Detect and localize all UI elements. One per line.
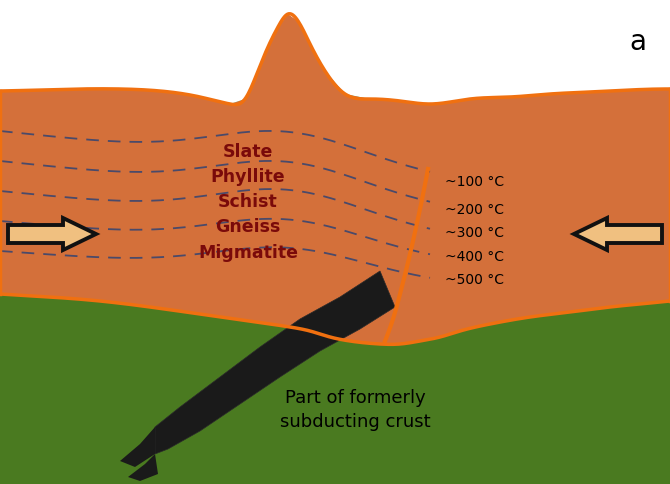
Polygon shape	[128, 454, 158, 481]
Text: ~300 °C: ~300 °C	[445, 226, 504, 240]
Text: ~100 °C: ~100 °C	[445, 175, 504, 189]
Text: ~200 °C: ~200 °C	[445, 203, 504, 216]
Polygon shape	[0, 15, 670, 344]
Text: Migmatite: Migmatite	[198, 243, 298, 261]
Polygon shape	[120, 427, 155, 467]
Text: ~400 °C: ~400 °C	[445, 249, 504, 263]
Polygon shape	[8, 219, 96, 251]
Text: subducting crust: subducting crust	[279, 412, 430, 430]
Text: Part of formerly: Part of formerly	[285, 388, 425, 406]
Text: Gneiss: Gneiss	[215, 217, 281, 236]
Text: Phyllite: Phyllite	[210, 167, 285, 186]
Polygon shape	[574, 219, 662, 251]
Text: a: a	[630, 28, 647, 56]
Text: Schist: Schist	[218, 193, 278, 211]
Polygon shape	[0, 0, 670, 105]
Text: Slate: Slate	[223, 143, 273, 161]
Text: ~500 °C: ~500 °C	[445, 272, 504, 287]
Polygon shape	[155, 272, 395, 454]
Polygon shape	[0, 0, 670, 60]
